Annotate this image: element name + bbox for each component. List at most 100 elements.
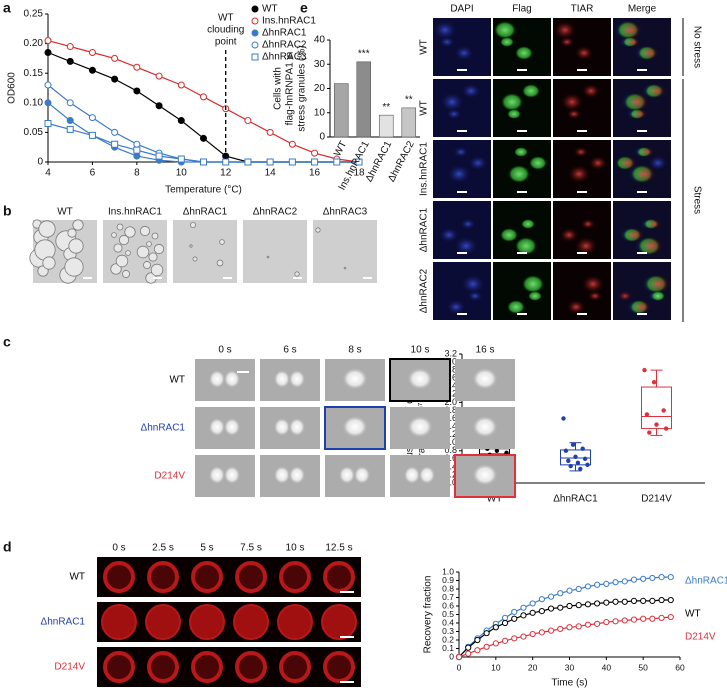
data-point (520, 604, 527, 611)
cell (447, 300, 465, 314)
legend-label: WT (685, 609, 701, 620)
cell (575, 237, 597, 255)
y-tick-label: 0.2 (442, 634, 454, 644)
data-point (244, 158, 252, 166)
droplet (111, 232, 117, 238)
legend-label: WT (262, 4, 278, 15)
series-line (458, 616, 671, 658)
micrograph (97, 647, 361, 687)
y-tick-label: 0.25 (24, 9, 44, 20)
row-label: WT (419, 100, 430, 116)
cell (620, 21, 642, 39)
significance: ** (382, 102, 390, 113)
droplet (279, 651, 311, 683)
legend-marker (251, 29, 259, 37)
droplet (288, 418, 306, 438)
data-point (630, 576, 638, 583)
data-point (133, 63, 141, 71)
cell (447, 109, 461, 119)
cell (648, 84, 666, 98)
data-point (630, 616, 638, 623)
y-tick-label: 10 (314, 107, 326, 118)
x-tick-label: 8 (134, 168, 140, 179)
micrograph (173, 220, 237, 283)
y-tick-label: 1.6 (444, 413, 457, 423)
x-tick-label: 50 (638, 662, 648, 672)
data-point (658, 596, 665, 604)
x-tick-label: 40 (602, 662, 612, 672)
data-point (88, 48, 96, 56)
data-point (566, 624, 573, 631)
droplet (139, 225, 151, 237)
data-point (465, 644, 472, 651)
x-tick-label: 30 (565, 662, 575, 672)
y-tick-label: 30 (314, 59, 326, 70)
droplet (191, 651, 223, 683)
x-tick-label: 60 (675, 662, 685, 672)
y-tick-label: 0.0 (444, 477, 457, 487)
x-tick-label: 4 (45, 168, 51, 179)
data-point (621, 617, 628, 624)
data-point (155, 102, 163, 110)
droplet (110, 263, 122, 275)
cell (500, 37, 514, 47)
micrograph (553, 79, 611, 137)
droplet (189, 604, 225, 640)
droplet (153, 243, 165, 255)
x-tick-label: 18 (353, 168, 365, 179)
cell (508, 165, 530, 183)
x-tick-label: ΔhnRAC1 (553, 494, 598, 505)
data-point (529, 609, 536, 616)
data-point (88, 131, 96, 139)
cell (575, 46, 593, 60)
data-point (465, 650, 472, 657)
y-tick-label: 20 (314, 83, 326, 94)
time-label: 5 s (200, 543, 213, 554)
data-point (483, 630, 490, 637)
micrograph (493, 79, 551, 137)
droplet (189, 244, 193, 248)
cell (647, 219, 661, 229)
droplet (321, 604, 357, 640)
time-label: 10 s (286, 543, 305, 554)
data-point (667, 596, 674, 604)
droplet (406, 416, 434, 440)
data-point (494, 448, 500, 453)
cell (440, 228, 458, 242)
y-tick-label: 0 (37, 157, 43, 168)
data-point (177, 117, 185, 125)
x-tick-label: 20 (528, 662, 538, 672)
cell (633, 109, 647, 119)
data-point (603, 599, 610, 606)
y-tick-label: 40 (314, 35, 326, 46)
droplet (34, 239, 56, 261)
annotation: point (215, 37, 237, 48)
y-tick-label: 0.15 (24, 68, 44, 79)
y-tick-label: 1.0 (444, 437, 457, 447)
data-point (200, 158, 207, 166)
data-point (155, 152, 163, 160)
series-line (47, 122, 359, 163)
column-label: Flag (512, 4, 531, 15)
droplet (323, 651, 355, 683)
data-point (177, 155, 185, 163)
data-point (654, 422, 659, 427)
cell (560, 37, 574, 47)
y-tick-label: 0.4 (442, 617, 454, 627)
y-tick-label: 1.4 (444, 421, 457, 431)
significance: ** (405, 95, 413, 106)
y-tick-label: 0 (449, 651, 454, 661)
cell (619, 156, 637, 170)
droplet (288, 370, 306, 390)
cell (500, 228, 518, 242)
y-axis-label: flag-hnRNPA1 in (285, 52, 296, 126)
cell (567, 300, 585, 314)
cell (633, 300, 651, 314)
data-point (575, 585, 582, 593)
panel-letter: c (3, 334, 11, 350)
y-tick-label: 0.5 (442, 609, 454, 619)
cell (507, 109, 521, 119)
time-label: 12.5 s (325, 543, 352, 554)
row-label: WT (419, 39, 430, 55)
panel-letter: e (300, 0, 308, 16)
